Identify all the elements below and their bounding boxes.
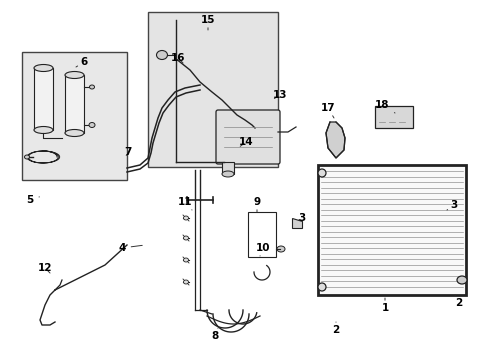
Bar — [222, 162, 234, 174]
Ellipse shape — [183, 236, 188, 240]
Bar — [65, 75, 84, 133]
Text: 7: 7 — [124, 147, 131, 157]
Text: 16: 16 — [170, 53, 185, 63]
Ellipse shape — [317, 169, 325, 177]
Text: 2: 2 — [332, 322, 339, 335]
Ellipse shape — [317, 283, 325, 291]
Ellipse shape — [156, 50, 167, 59]
Bar — [34, 68, 53, 130]
Ellipse shape — [183, 258, 188, 262]
Ellipse shape — [65, 130, 84, 136]
Text: 6: 6 — [76, 57, 87, 67]
Ellipse shape — [222, 171, 234, 177]
Text: 14: 14 — [238, 137, 253, 147]
Bar — [317, 165, 465, 295]
Text: 13: 13 — [272, 90, 286, 100]
Polygon shape — [439, 200, 451, 210]
Ellipse shape — [183, 216, 188, 220]
Bar — [22, 52, 127, 180]
Text: 11: 11 — [177, 197, 192, 210]
Text: 3: 3 — [298, 213, 305, 223]
Ellipse shape — [89, 85, 94, 89]
Text: 15: 15 — [201, 15, 215, 30]
Text: 18: 18 — [374, 100, 394, 113]
Text: 10: 10 — [255, 243, 270, 256]
Ellipse shape — [34, 64, 53, 72]
Text: 12: 12 — [38, 263, 52, 273]
Text: 5: 5 — [26, 195, 40, 205]
Bar — [148, 12, 278, 167]
Ellipse shape — [89, 122, 95, 127]
Ellipse shape — [456, 276, 466, 284]
Ellipse shape — [34, 126, 53, 134]
Text: 8: 8 — [211, 328, 218, 341]
Ellipse shape — [24, 155, 29, 159]
FancyBboxPatch shape — [216, 110, 280, 164]
Text: 9: 9 — [253, 197, 260, 212]
Bar — [374, 106, 412, 128]
Text: 17: 17 — [320, 103, 335, 118]
Text: 3: 3 — [446, 200, 457, 210]
Ellipse shape — [183, 280, 188, 284]
Text: 1: 1 — [381, 298, 388, 313]
Ellipse shape — [276, 246, 285, 252]
Text: 2: 2 — [454, 295, 462, 308]
Ellipse shape — [65, 72, 84, 78]
Polygon shape — [291, 218, 302, 228]
Text: 4: 4 — [118, 243, 142, 253]
Bar — [247, 212, 275, 257]
Polygon shape — [325, 122, 345, 158]
